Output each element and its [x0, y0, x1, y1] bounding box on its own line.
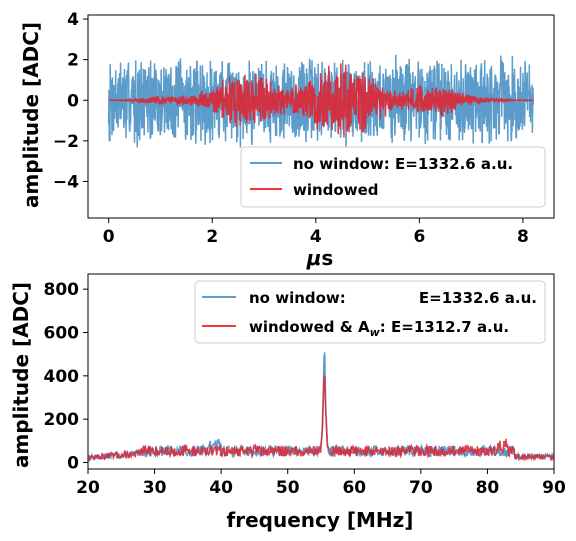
bottom-y-tick-label: 400 — [44, 367, 80, 387]
top-y-tick-label: 2 — [67, 51, 79, 71]
bottom-y-ticks: 0 200 400 600 800 — [44, 280, 88, 474]
bottom-x-tick-label: 90 — [542, 478, 566, 498]
top-y-tick-label: 4 — [67, 10, 79, 30]
bottom-y-axis-label: amplitude [ADC] — [9, 282, 33, 468]
top-x-tick-label: 8 — [517, 227, 529, 247]
bottom-x-axis-label: frequency [MHz] — [227, 508, 414, 532]
top-x-tick-label: 4 — [310, 227, 322, 247]
bottom-legend-box — [194, 280, 546, 344]
top-plot-frame — [87, 14, 555, 219]
top-x-tick-label: 6 — [413, 227, 425, 247]
bottom-y-tick-label: 0 — [67, 454, 79, 474]
bottom-x-tick-label: 80 — [476, 478, 500, 498]
bottom-y-tick-label: 200 — [44, 410, 80, 430]
top-y-ticks: −4 −2 0 2 4 — [53, 10, 88, 192]
top-traces — [107, 54, 535, 148]
bottom-x-tick-label: 50 — [276, 478, 300, 498]
top-chart: 0 2 4 6 8 −4 −2 0 2 4 μs amplitude [ADC] no wind… — [19, 10, 555, 270]
bottom-traces — [88, 352, 554, 463]
top-y-tick-label: −4 — [53, 172, 79, 192]
bottom-x-tick-label: 60 — [342, 478, 366, 498]
top-legend-label-no-window: no window: E=1332.6 a.u. — [293, 155, 513, 173]
top-x-ticks: 0 2 4 6 8 — [103, 218, 529, 247]
bottom-plot-frame — [87, 273, 555, 470]
bottom-legend-energy-no-window: E=1332.6 a.u. — [419, 289, 537, 307]
bottom-x-ticks: 20 30 40 50 60 70 80 90 — [76, 469, 566, 498]
top-series-windowed-line — [108, 63, 534, 138]
top-y-tick-label: −2 — [53, 132, 79, 152]
top-legend-box — [240, 146, 546, 208]
bottom-x-tick-label: 40 — [209, 478, 233, 498]
bottom-legend-label-no-window: no window: — [249, 289, 346, 307]
bottom-legend: no window: E=1332.6 a.u. windowed & Aw: … — [194, 280, 546, 344]
top-x-axis-label: μs — [306, 246, 334, 270]
bottom-legend-label-windowed: windowed & Aw: E=1312.7 a.u. — [249, 318, 509, 339]
bottom-series-windowed-line — [88, 374, 554, 463]
top-legend-label-windowed: windowed — [293, 181, 379, 199]
top-x-tick-label: 2 — [206, 227, 218, 247]
bottom-y-tick-label: 600 — [44, 324, 80, 344]
bottom-chart: 20 30 40 50 60 70 80 90 0 200 400 600 800 frequency… — [9, 273, 566, 532]
bottom-x-tick-label: 30 — [143, 478, 167, 498]
top-x-tick-label: 0 — [103, 227, 115, 247]
top-legend: no window: E=1332.6 a.u. windowed — [240, 146, 546, 208]
top-y-tick-label: 0 — [67, 91, 79, 111]
bottom-x-tick-label: 20 — [76, 478, 100, 498]
bottom-x-tick-label: 70 — [409, 478, 433, 498]
bottom-y-tick-label: 800 — [44, 280, 80, 300]
top-y-axis-label: amplitude [ADC] — [19, 22, 43, 208]
